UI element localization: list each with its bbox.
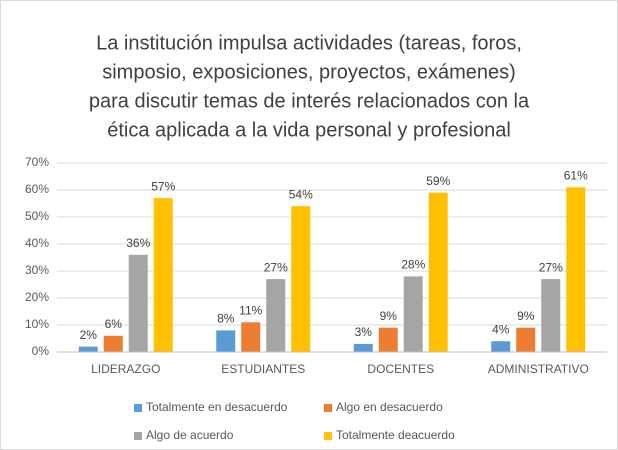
bar xyxy=(566,187,586,352)
data-label: 6% xyxy=(105,317,123,331)
legend-label: Totalmente en desacuerdo xyxy=(146,400,288,414)
legend-label: Algo en desacuerdo xyxy=(336,400,443,414)
bar xyxy=(541,279,561,352)
data-label: 9% xyxy=(380,309,398,323)
legend-swatch xyxy=(324,404,332,412)
data-label: 2% xyxy=(80,328,98,342)
legend-swatch xyxy=(324,432,332,440)
chart-title: ética aplicada a la vida personal y prof… xyxy=(107,119,511,141)
chart-title: para discutir temas de interés relaciona… xyxy=(89,90,530,112)
x-tick-label: ESTUDIANTES xyxy=(221,362,305,376)
data-label: 54% xyxy=(289,187,313,201)
bar xyxy=(216,330,236,352)
data-label: 59% xyxy=(426,174,450,188)
chart-title: La institución impulsa actividades (tare… xyxy=(96,32,522,54)
chart-title: simposio, exposiciones, proyectos, exáme… xyxy=(102,61,516,83)
data-label: 11% xyxy=(239,303,262,317)
y-tick-label: 50% xyxy=(25,209,49,223)
bar xyxy=(241,322,261,352)
legend-label: Algo de acuerdo xyxy=(146,428,234,442)
data-label: 27% xyxy=(539,260,563,274)
data-label: 4% xyxy=(492,322,510,336)
data-label: 28% xyxy=(401,258,425,272)
y-tick-label: 20% xyxy=(25,290,49,304)
data-label: 61% xyxy=(564,168,588,182)
bar xyxy=(291,206,311,352)
bar xyxy=(78,346,98,352)
legend-swatch xyxy=(134,404,142,412)
x-tick-label: ADMINISTRATIVO xyxy=(488,362,589,376)
y-tick-label: 40% xyxy=(25,236,49,250)
y-tick-label: 0% xyxy=(32,344,50,358)
bar xyxy=(266,279,286,352)
bar xyxy=(428,192,448,352)
data-label: 9% xyxy=(517,309,535,323)
y-tick-label: 10% xyxy=(25,317,49,331)
data-label: 8% xyxy=(217,312,235,326)
y-tick-label: 70% xyxy=(25,155,49,169)
data-label: 27% xyxy=(264,260,288,274)
bar xyxy=(153,198,173,352)
bar xyxy=(103,335,123,352)
y-tick-label: 60% xyxy=(25,182,49,196)
data-label: 3% xyxy=(355,325,373,339)
bar xyxy=(128,254,148,352)
bar xyxy=(378,327,398,352)
legend-label: Totalmente deacuerdo xyxy=(336,428,455,442)
bar xyxy=(491,341,511,352)
data-label: 36% xyxy=(126,236,150,250)
bar xyxy=(516,327,536,352)
bar xyxy=(353,343,373,352)
legend-swatch xyxy=(134,432,142,440)
y-tick-label: 30% xyxy=(25,263,49,277)
x-tick-label: LIDERAZGO xyxy=(91,362,160,376)
data-label: 57% xyxy=(151,179,175,193)
x-tick-label: DOCENTES xyxy=(367,362,434,376)
bar xyxy=(403,276,423,352)
